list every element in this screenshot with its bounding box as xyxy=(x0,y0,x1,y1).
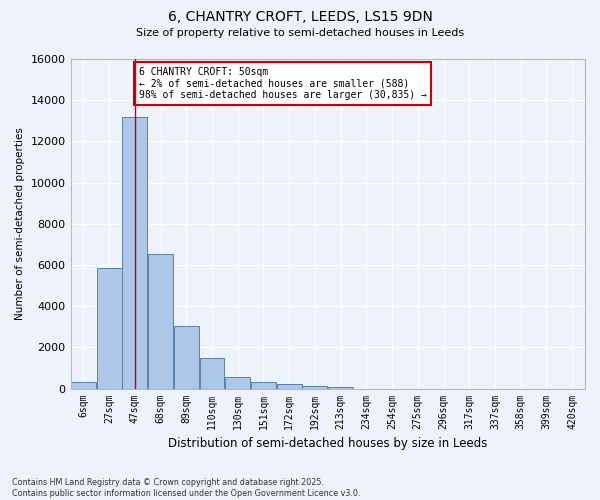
Bar xyxy=(71,382,96,388)
Bar xyxy=(251,382,276,388)
Bar xyxy=(97,268,122,388)
Bar xyxy=(200,358,224,388)
Text: 6 CHANTRY CROFT: 50sqm
← 2% of semi-detached houses are smaller (588)
98% of sem: 6 CHANTRY CROFT: 50sqm ← 2% of semi-deta… xyxy=(139,67,427,100)
Bar xyxy=(148,254,173,388)
Bar xyxy=(277,384,302,388)
Text: Size of property relative to semi-detached houses in Leeds: Size of property relative to semi-detach… xyxy=(136,28,464,38)
Bar xyxy=(174,326,199,388)
Bar xyxy=(302,386,328,388)
Text: Contains HM Land Registry data © Crown copyright and database right 2025.
Contai: Contains HM Land Registry data © Crown c… xyxy=(12,478,361,498)
Y-axis label: Number of semi-detached properties: Number of semi-detached properties xyxy=(15,128,25,320)
X-axis label: Distribution of semi-detached houses by size in Leeds: Distribution of semi-detached houses by … xyxy=(168,437,487,450)
Bar xyxy=(225,376,250,388)
Text: 6, CHANTRY CROFT, LEEDS, LS15 9DN: 6, CHANTRY CROFT, LEEDS, LS15 9DN xyxy=(167,10,433,24)
Bar xyxy=(328,386,353,388)
Bar xyxy=(122,116,148,388)
